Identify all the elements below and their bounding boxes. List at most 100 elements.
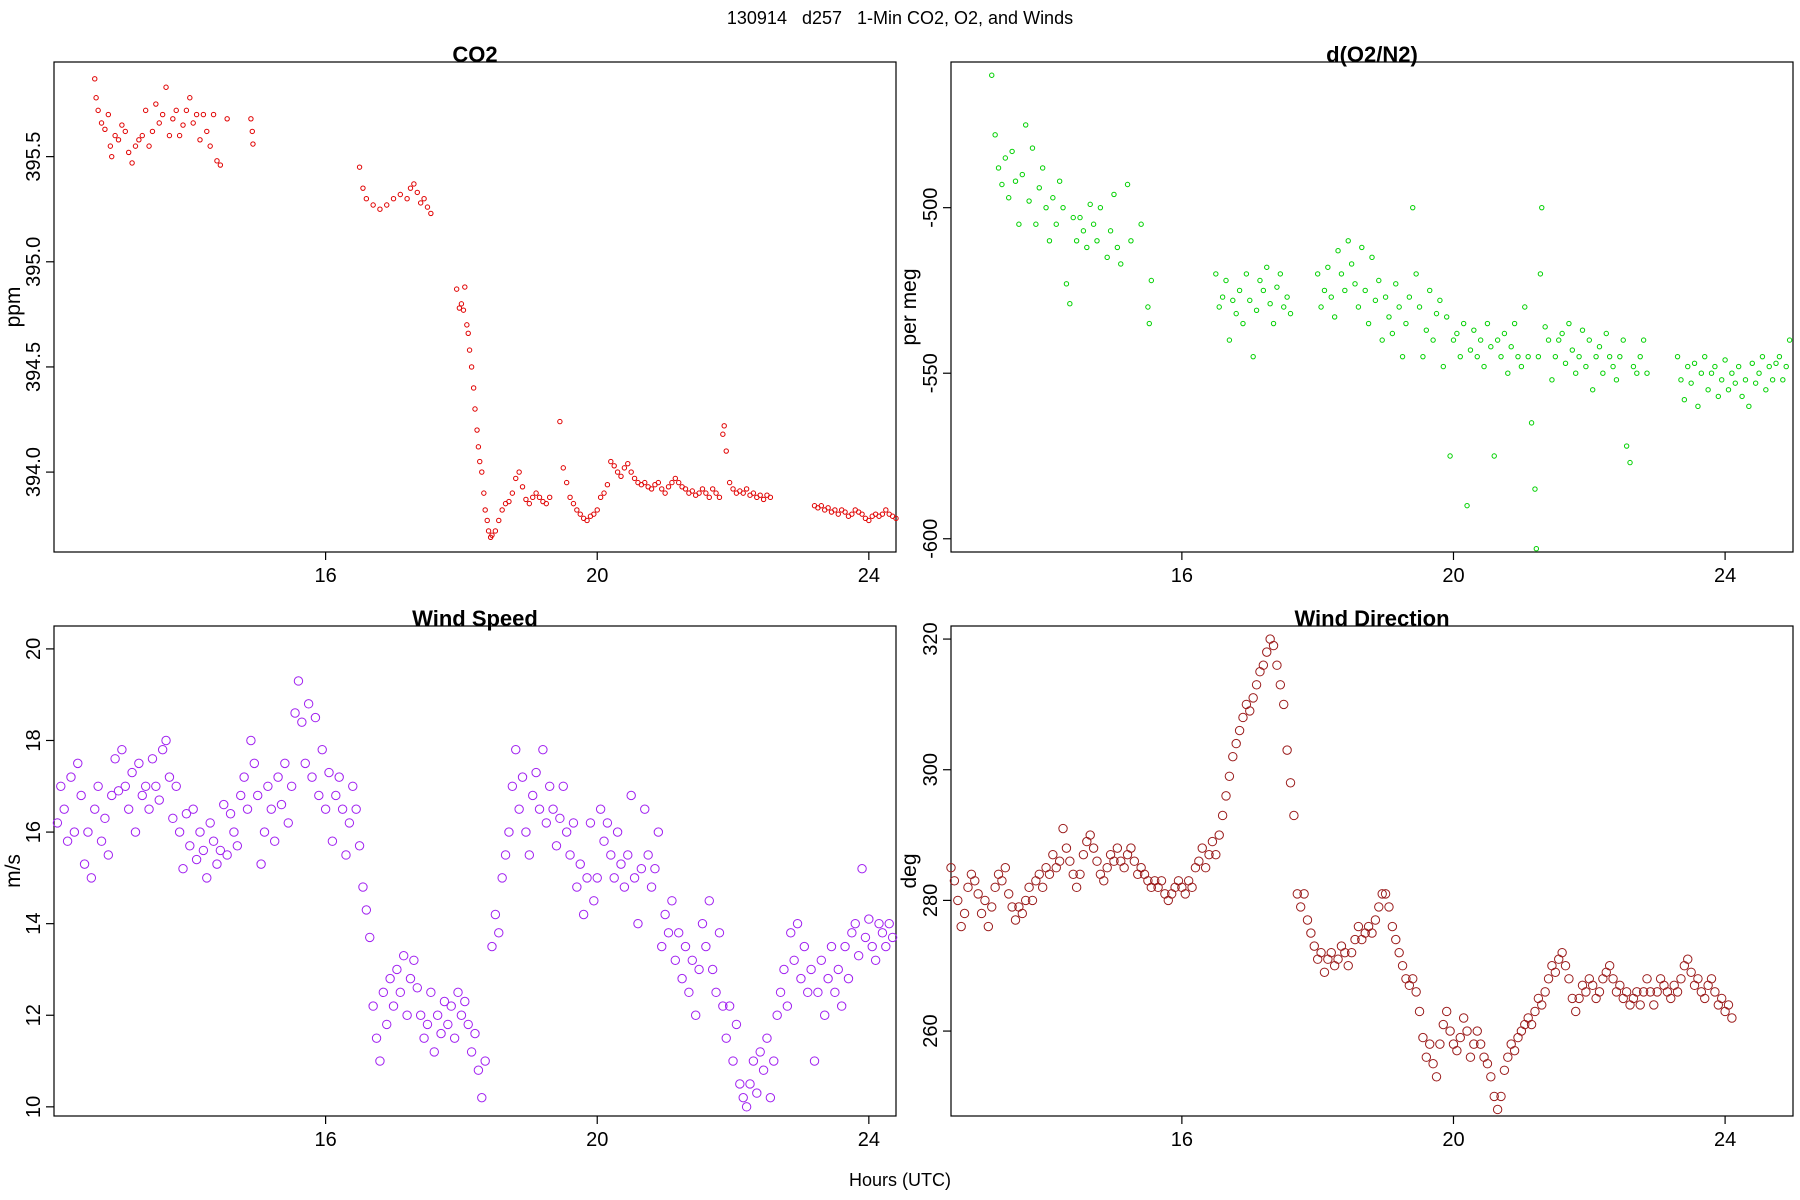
data-point bbox=[1681, 397, 1688, 403]
data-point bbox=[548, 804, 558, 814]
y-tick-label: 12 bbox=[23, 1004, 45, 1026]
data-point bbox=[629, 873, 640, 883]
data-point bbox=[1676, 974, 1686, 984]
data-point bbox=[555, 813, 565, 824]
data-point bbox=[303, 699, 314, 709]
data-point bbox=[946, 863, 956, 873]
data-point bbox=[750, 490, 757, 496]
data-point bbox=[682, 486, 689, 492]
data-point bbox=[536, 494, 543, 501]
data-point bbox=[1247, 297, 1253, 304]
panel-title: d(O2/N2) bbox=[1326, 42, 1418, 67]
data-point bbox=[701, 941, 711, 952]
data-point bbox=[290, 708, 300, 718]
data-point bbox=[1029, 145, 1036, 151]
data-point bbox=[526, 500, 533, 507]
data-point bbox=[1492, 1104, 1503, 1115]
data-point bbox=[612, 827, 623, 837]
data-point bbox=[417, 200, 424, 206]
data-point bbox=[117, 744, 127, 755]
data-point bbox=[1022, 122, 1029, 128]
data-point bbox=[718, 1001, 728, 1011]
data-point bbox=[411, 181, 417, 187]
data-point bbox=[1477, 337, 1484, 343]
data-point bbox=[1367, 928, 1377, 938]
data-point bbox=[1183, 876, 1194, 886]
data-point bbox=[1296, 902, 1306, 912]
x-axis: 16 20 24 bbox=[314, 1116, 880, 1151]
data-point bbox=[1355, 304, 1362, 310]
data-point bbox=[1722, 357, 1728, 363]
data-point bbox=[1689, 980, 1700, 991]
data-point bbox=[1118, 261, 1124, 267]
plot-frame bbox=[950, 61, 1794, 553]
data-point bbox=[69, 827, 80, 837]
data-point bbox=[248, 116, 254, 122]
data-point bbox=[606, 850, 616, 860]
y-tick-label: 395.0 bbox=[23, 237, 45, 287]
data-point bbox=[1525, 353, 1531, 360]
data-point bbox=[1630, 363, 1637, 370]
data-point bbox=[1508, 344, 1514, 350]
data-point bbox=[741, 1102, 752, 1112]
data-point bbox=[1593, 353, 1599, 360]
data-point bbox=[721, 1033, 731, 1043]
data-point bbox=[1346, 947, 1357, 958]
data-point bbox=[1238, 712, 1248, 723]
data-point bbox=[513, 475, 519, 482]
data-point bbox=[466, 1047, 477, 1057]
data-point bbox=[1145, 304, 1151, 310]
data-point bbox=[1632, 987, 1642, 997]
data-point bbox=[92, 76, 98, 82]
data-point bbox=[1683, 954, 1693, 964]
data-point bbox=[879, 511, 886, 517]
data-point bbox=[1233, 310, 1239, 317]
data-point bbox=[602, 818, 613, 828]
data-point bbox=[472, 406, 478, 412]
data-point bbox=[714, 928, 725, 938]
data-point bbox=[949, 876, 960, 886]
data-point bbox=[1560, 961, 1571, 971]
data-point bbox=[1505, 370, 1511, 376]
data-point bbox=[517, 772, 528, 782]
data-point bbox=[1063, 281, 1070, 287]
data-point bbox=[643, 850, 653, 860]
data-point bbox=[538, 744, 548, 755]
data-point bbox=[792, 918, 803, 929]
y-axis: 10 12 14 16 18 20 bbox=[23, 638, 54, 1118]
data-point bbox=[568, 818, 579, 828]
data-point bbox=[93, 95, 99, 101]
data-point bbox=[1735, 363, 1742, 370]
data-point bbox=[204, 128, 210, 135]
data-point bbox=[479, 469, 485, 475]
data-point bbox=[618, 473, 624, 479]
data-point bbox=[731, 1019, 742, 1030]
data-point bbox=[1122, 849, 1133, 860]
data-point bbox=[833, 964, 843, 975]
y-tick-label: 280 bbox=[920, 884, 942, 917]
data-point bbox=[446, 1001, 456, 1011]
data-point bbox=[1257, 277, 1263, 284]
data-point bbox=[1359, 244, 1365, 251]
data-point bbox=[1325, 264, 1331, 270]
data-point bbox=[1503, 1052, 1513, 1062]
data-point bbox=[1513, 1032, 1523, 1043]
data-point bbox=[1328, 294, 1334, 300]
data-point bbox=[806, 964, 816, 975]
data-point bbox=[98, 120, 105, 126]
data-point bbox=[1376, 277, 1382, 284]
data-point bbox=[1739, 393, 1745, 400]
panel-title: Wind Speed bbox=[412, 606, 538, 631]
data-point bbox=[1608, 974, 1618, 984]
data-point bbox=[1601, 967, 1611, 977]
data-point bbox=[1004, 889, 1014, 899]
data-point bbox=[1230, 297, 1236, 304]
data-point bbox=[1545, 337, 1552, 343]
data-point bbox=[1516, 1026, 1527, 1036]
data-point bbox=[1700, 993, 1710, 1004]
data-point bbox=[509, 490, 516, 496]
data-point bbox=[397, 191, 404, 198]
data-point bbox=[1274, 284, 1280, 290]
data-point bbox=[1499, 1065, 1510, 1075]
x-tick-label: 20 bbox=[586, 1129, 608, 1151]
